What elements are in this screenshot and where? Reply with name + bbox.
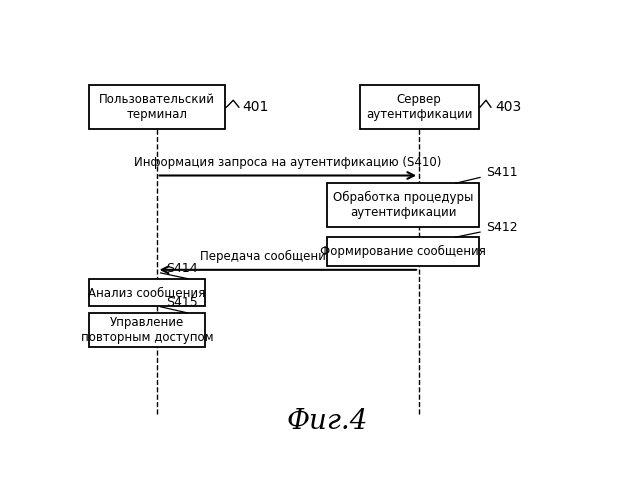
Bar — [89, 313, 205, 347]
Text: S411: S411 — [486, 166, 518, 179]
Text: Управление
повторным доступом: Управление повторным доступом — [81, 316, 213, 344]
Bar — [89, 278, 205, 306]
Text: S412: S412 — [486, 221, 518, 234]
Text: Анализ сообщения: Анализ сообщения — [88, 286, 206, 299]
Bar — [328, 183, 479, 228]
Text: Формирование сообщения: Формирование сообщения — [320, 245, 486, 258]
Text: Информация запроса на аутентификацию (S410): Информация запроса на аутентификацию (S4… — [134, 156, 442, 168]
Text: Фиг.4: Фиг.4 — [287, 408, 368, 436]
Text: Пользовательский
терминал: Пользовательский терминал — [99, 93, 215, 121]
Text: Обработка процедуры
аутентификации: Обработка процедуры аутентификации — [333, 192, 473, 220]
Text: 401: 401 — [243, 100, 269, 114]
Text: Передача сообщения (S413): Передача сообщения (S413) — [200, 250, 376, 264]
Bar — [89, 85, 225, 130]
Text: S415: S415 — [167, 296, 198, 308]
Text: Сервер
аутентификации: Сервер аутентификации — [366, 93, 472, 121]
Text: S414: S414 — [167, 262, 198, 275]
Bar — [328, 237, 479, 266]
Bar — [360, 85, 479, 130]
Text: 403: 403 — [495, 100, 521, 114]
